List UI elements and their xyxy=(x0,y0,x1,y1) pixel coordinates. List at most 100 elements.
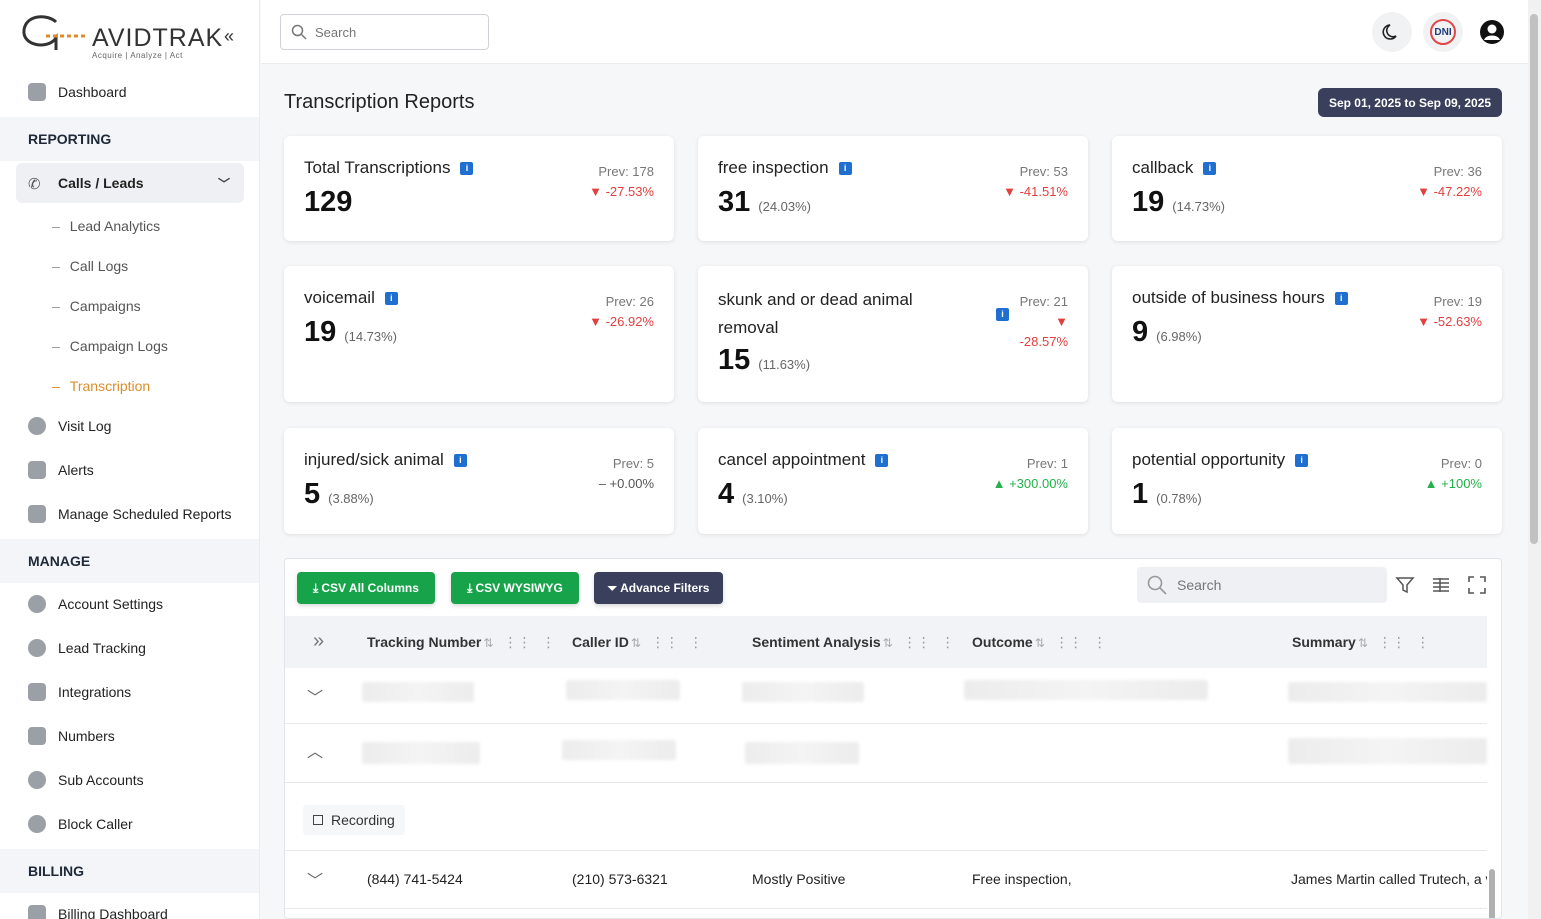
sidebar-item-billing-dashboard[interactable]: Billing Dashboard xyxy=(0,896,259,919)
sidebar-sub-campaigns[interactable]: – Campaigns xyxy=(52,298,141,314)
card-label: free inspection xyxy=(718,158,829,177)
stat-card-callback: callback i 19 (14.73%) Prev: 36 ▼ -47.22% xyxy=(1112,136,1502,241)
global-search[interactable] xyxy=(280,14,489,50)
pie-chart-icon xyxy=(28,639,46,657)
sidebar-item-block-caller[interactable]: Block Caller xyxy=(0,806,259,842)
column-header-caller-id[interactable]: Caller ID ⇅ ⋮⋮ ⋮ xyxy=(572,634,703,650)
info-icon[interactable]: i xyxy=(384,292,398,305)
table-row-expanded[interactable]: ︿ xyxy=(285,724,1487,783)
dni-badge: DNI xyxy=(1430,19,1456,45)
info-icon[interactable]: i xyxy=(1203,162,1217,175)
sidebar-sub-campaign-logs[interactable]: – Campaign Logs xyxy=(52,338,168,354)
card-prev: Prev: 1 xyxy=(1026,456,1068,471)
redacted-cell xyxy=(1288,682,1487,702)
card-change: ▼ -27.53% xyxy=(589,184,654,199)
stat-card-voicemail: voicemail i 19 (14.73%) Prev: 26 ▼ -26.92% xyxy=(284,266,674,402)
sidebar-sub-call-logs[interactable]: – Call Logs xyxy=(52,258,129,274)
card-value: 129 xyxy=(304,186,353,218)
global-search-input[interactable] xyxy=(315,24,475,40)
info-icon[interactable]: i xyxy=(453,454,467,467)
user-menu[interactable] xyxy=(1472,12,1512,52)
expand-all-icon[interactable]: » xyxy=(313,630,325,652)
redacted-cell xyxy=(1288,738,1487,764)
brand-name: AVIDTRAK xyxy=(92,24,224,52)
chevron-up-icon[interactable]: ︿ xyxy=(307,744,324,761)
columns-icon[interactable] xyxy=(1431,575,1451,595)
column-header-sentiment[interactable]: Sentiment Analysis ⇅ ⋮⋮ ⋮ xyxy=(752,634,955,650)
chevron-down-icon[interactable]: ﹀ xyxy=(307,873,324,890)
info-icon[interactable]: i xyxy=(838,162,852,175)
sidebar-item-numbers[interactable]: Numbers xyxy=(0,718,259,754)
card-pct: (14.73%) xyxy=(1172,199,1226,214)
sidebar-item-calls-leads[interactable]: ✆ Calls / Leads ﹀ xyxy=(16,163,244,203)
card-change: ▲ +100% xyxy=(1424,476,1482,491)
card-prev: Prev: 0 xyxy=(1440,456,1482,471)
card-value: 19 xyxy=(1132,186,1165,218)
sidebar-item-dashboard[interactable]: Dashboard xyxy=(0,74,259,110)
column-header-summary[interactable]: Summary ⇅ ⋮⋮ ⋮ xyxy=(1292,634,1430,650)
fullscreen-icon[interactable] xyxy=(1467,575,1487,595)
date-range-picker[interactable]: Sep 01, 2025 to Sep 09, 2025 xyxy=(1318,88,1502,117)
logo-mark-icon xyxy=(22,15,86,50)
card-label: Total Transcriptions xyxy=(304,158,451,177)
search-icon xyxy=(1147,575,1167,595)
sort-icon: ⇅ xyxy=(1034,636,1045,650)
card-label: potential opportunity xyxy=(1132,450,1286,469)
dark-mode-toggle[interactable] xyxy=(1372,12,1412,52)
info-icon[interactable]: i xyxy=(1334,292,1348,305)
recording-icon xyxy=(313,815,323,825)
info-icon[interactable]: i xyxy=(1295,454,1309,467)
sidebar-item-integrations[interactable]: Integrations xyxy=(0,674,259,710)
billing-icon xyxy=(28,905,46,919)
card-value: 5 xyxy=(304,478,321,510)
card-label-line2: removal xyxy=(718,318,779,337)
collapse-sidebar-icon[interactable]: « xyxy=(224,26,235,46)
sidebar-item-label: Calls / Leads xyxy=(58,175,144,191)
row-detail: Recording xyxy=(285,783,1487,851)
table-scrollbar[interactable] xyxy=(1489,869,1495,918)
cell-summary: James Martin called Trutech, a v xyxy=(1291,871,1487,887)
table-row[interactable]: ﹀ xyxy=(285,668,1487,724)
table-header: » Tracking Number ⇅ ⋮⋮ ⋮ Caller ID ⇅ ⋮⋮ ⋮ Sent… xyxy=(285,616,1487,668)
sidebar-sub-lead-analytics[interactable]: – Lead Analytics xyxy=(52,218,161,234)
card-change: ▼ -41.51% xyxy=(1003,184,1068,199)
filter-icon[interactable] xyxy=(1395,575,1415,595)
stat-card-cancel: cancel appointment i 4 (3.10%) Prev: 1 ▲ +… xyxy=(698,428,1088,534)
table-search-input[interactable] xyxy=(1177,577,1377,593)
brand-logo[interactable]: AVIDTRAK Acquire | Analyze | Act xyxy=(20,12,240,62)
dni-button[interactable]: DNI xyxy=(1423,12,1463,52)
card-value: 1 xyxy=(1132,478,1149,510)
phone-icon: ✆ xyxy=(28,176,41,193)
chevron-down-icon[interactable]: ﹀ xyxy=(307,690,324,707)
sidebar-item-account-settings[interactable]: Account Settings xyxy=(0,586,259,622)
table-search[interactable] xyxy=(1137,567,1387,603)
sidebar-item-alerts[interactable]: Alerts xyxy=(0,452,259,488)
card-label: cancel appointment xyxy=(718,450,866,469)
table-row[interactable]: ﹀ (844) 741-5424 (210) 573-6321 Mostly P… xyxy=(285,851,1487,909)
csv-wysiwyg-button[interactable]: ⤓ CSV WYSIWYG xyxy=(451,572,579,604)
page-scrollbar-thumb[interactable] xyxy=(1530,14,1538,544)
card-change-arrow: ▼ xyxy=(1055,314,1068,329)
cell-sentiment: Mostly Positive xyxy=(752,871,846,887)
info-icon[interactable]: i xyxy=(875,454,889,467)
info-icon[interactable]: i xyxy=(460,162,474,175)
sidebar-item-lead-tracking[interactable]: Lead Tracking xyxy=(0,630,259,666)
stat-card-potential: potential opportunity i 1 (0.78%) Prev: 0 … xyxy=(1112,428,1502,534)
card-label: outside of business hours xyxy=(1132,288,1325,307)
recording-tab[interactable]: Recording xyxy=(303,805,405,835)
page-scrollbar[interactable] xyxy=(1528,0,1541,919)
card-pct: (24.03%) xyxy=(758,199,812,214)
card-pct: (6.98%) xyxy=(1156,329,1202,344)
card-prev: Prev: 26 xyxy=(605,294,654,309)
advance-filters-button[interactable]: ⏷ Advance Filters xyxy=(594,572,723,604)
sidebar-item-sub-accounts[interactable]: Sub Accounts xyxy=(0,762,259,798)
card-change: ▼ -52.63% xyxy=(1417,314,1482,329)
sidebar-item-visit-log[interactable]: Visit Log xyxy=(0,408,259,444)
sidebar-item-scheduled-reports[interactable]: Manage Scheduled Reports xyxy=(0,496,259,532)
sidebar-sub-transcription[interactable]: – Transcription xyxy=(52,378,151,394)
info-icon[interactable]: i xyxy=(996,308,1009,321)
column-header-outcome[interactable]: Outcome ⇅ ⋮⋮ ⋮ xyxy=(972,634,1107,650)
page-title: Transcription Reports xyxy=(284,91,475,113)
column-header-tracking-number[interactable]: Tracking Number ⇅ ⋮⋮ ⋮ xyxy=(367,634,556,650)
csv-all-columns-button[interactable]: ⤓ CSV All Columns xyxy=(297,572,435,604)
